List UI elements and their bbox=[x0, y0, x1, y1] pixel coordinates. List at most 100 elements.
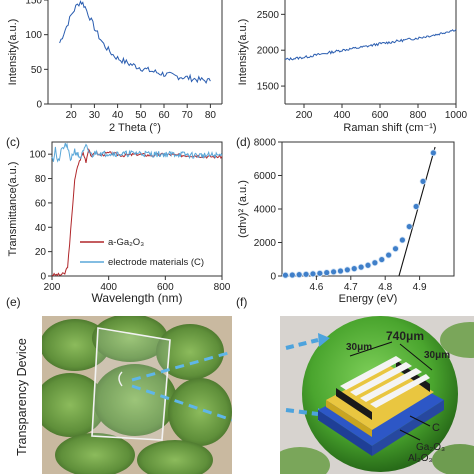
leaf bbox=[93, 364, 177, 436]
tauc-data-point bbox=[330, 268, 338, 276]
pointer-arrowhead-top bbox=[318, 333, 330, 347]
leaf bbox=[42, 319, 110, 371]
panel-f-label: (f) bbox=[236, 295, 247, 309]
tauc-data-point bbox=[364, 261, 372, 269]
legend-label-ga2o3: a-Ga₂O₃ bbox=[108, 237, 144, 248]
tauc-data-point bbox=[357, 263, 365, 271]
electrode-finger bbox=[340, 356, 402, 390]
transparent-device-glass bbox=[91, 327, 171, 441]
panel-c-y-tick-label: 40 bbox=[35, 223, 47, 234]
background-leaf bbox=[440, 322, 474, 358]
panel-d-label: (d) bbox=[236, 135, 251, 149]
panel-a-x-tick-label: 60 bbox=[158, 110, 170, 121]
panel-c-y-tick-label: 0 bbox=[40, 272, 46, 283]
panel-e-photo bbox=[42, 316, 232, 474]
leaf bbox=[42, 373, 106, 437]
panel-c-label: (c) bbox=[6, 135, 20, 149]
panel-b-x-tick-label: 1000 bbox=[445, 110, 468, 121]
tauc-data-point bbox=[419, 177, 427, 185]
dimension-line bbox=[349, 341, 393, 357]
tauc-data-point bbox=[309, 270, 317, 278]
panel-d-y-tick-label: 0 bbox=[270, 272, 276, 283]
layer-label-al2o3: Al₂O₃ bbox=[408, 453, 433, 464]
panel-c-y-tick-label: 20 bbox=[35, 247, 47, 258]
panel-c-frame bbox=[51, 141, 223, 277]
panel-a-x-tick-label: 70 bbox=[182, 110, 194, 121]
carbon-electrode bbox=[336, 388, 372, 420]
panel-a-x-tick-label: 50 bbox=[135, 110, 147, 121]
panel-a-ylabel: Intensity(a.u.) bbox=[7, 19, 19, 86]
panel-a-y-tick-label: 50 bbox=[31, 65, 43, 76]
leaf bbox=[137, 440, 213, 474]
panel-a-y-tick-label: 0 bbox=[36, 100, 42, 111]
transparency-device-label: Transparency Device bbox=[15, 338, 29, 456]
pointer-arrow-bottom bbox=[285, 408, 319, 416]
ga2o3-layer-front bbox=[326, 400, 372, 437]
panel-b-y-tick-label: 1500 bbox=[257, 82, 280, 93]
tauc-data-point bbox=[343, 266, 351, 274]
panel-d-frame bbox=[281, 141, 455, 277]
panel-c-chart: Transmittance(a.u.) Wavelength (nm) 200 4… bbox=[7, 141, 231, 305]
tauc-data-point bbox=[337, 267, 344, 275]
layer-label-c: C bbox=[432, 422, 440, 434]
panel-d-y-tick-label: 4000 bbox=[254, 205, 277, 216]
ga2o3-layer-top bbox=[326, 366, 434, 430]
panel-a-chart: Intensity(a.u.) 2 Theta (°) 20 30 40 50 60 70… bbox=[7, 0, 223, 134]
leaf bbox=[168, 378, 232, 446]
panel-c-x-tick-label: 600 bbox=[157, 282, 174, 293]
panel-c-x-tick-label: 800 bbox=[214, 282, 231, 293]
panel-c-y-tick-label: 60 bbox=[35, 198, 47, 209]
panel-b-xlabel: Raman shift (cm⁻¹) bbox=[343, 122, 436, 134]
tauc-data-point bbox=[295, 271, 303, 279]
panel-c-x-tick-label: 200 bbox=[44, 282, 61, 293]
tauc-data-point bbox=[323, 269, 331, 277]
legend-label-electrode: electrode materials (C) bbox=[108, 257, 204, 268]
panel-d-linear-fit-line bbox=[398, 146, 436, 277]
background-leaf bbox=[432, 444, 474, 474]
tauc-data-point bbox=[398, 236, 406, 244]
panel-a-x-tick-label: 40 bbox=[112, 110, 124, 121]
background-leaf bbox=[280, 447, 330, 474]
panel-d-y-tick-label: 2000 bbox=[254, 238, 277, 249]
panel-a-xlabel: 2 Theta (°) bbox=[109, 122, 161, 134]
dimension-label-740um: 740μm bbox=[386, 329, 424, 343]
panel-a-x-tick-label: 30 bbox=[89, 110, 101, 121]
tauc-data-point bbox=[378, 256, 386, 263]
panel-c-ylabel: Transmittance(a.u.) bbox=[7, 162, 19, 257]
panel-c-x-tick-label: 400 bbox=[100, 282, 117, 293]
panel-b-x-tick-label: 200 bbox=[296, 110, 313, 121]
tauc-data-point bbox=[405, 223, 413, 230]
panel-d-chart: (αhν)² (a.u.) Energy (eV) 4.6 4.7 4.8 4.9 0 2… bbox=[237, 138, 455, 305]
tauc-data-point bbox=[392, 245, 399, 253]
dimension-line bbox=[399, 343, 433, 371]
pointer-arrow-top bbox=[285, 338, 319, 350]
tauc-data-point bbox=[385, 251, 393, 259]
panel-a-y-tick-label: 150 bbox=[25, 0, 42, 7]
leaf bbox=[55, 433, 135, 474]
panel-b-x-tick-label: 800 bbox=[410, 110, 427, 121]
al2o3-substrate-side bbox=[372, 400, 444, 456]
panel-c-xlabel: Wavelength (nm) bbox=[92, 291, 183, 305]
panel-b-ylabel: Intensity(a.u.) bbox=[237, 19, 249, 86]
panel-d-y-tick-label: 6000 bbox=[254, 171, 277, 182]
leaf bbox=[156, 324, 224, 380]
panel-b-chart: Intensity(a.u.) Raman shift (cm⁻¹) 200 40… bbox=[237, 0, 468, 134]
electrode-finger bbox=[370, 374, 430, 408]
leaf bbox=[92, 316, 168, 362]
tauc-data-point bbox=[282, 271, 289, 279]
panel-c-electrode-curve bbox=[51, 142, 223, 163]
pointer-dashed-line-bottom bbox=[131, 384, 232, 422]
al2o3-substrate-front bbox=[318, 410, 372, 456]
panel-a-x-tick-label: 20 bbox=[66, 110, 78, 121]
panel-d-ylabel: (αhν)² (a.u.) bbox=[237, 180, 249, 238]
tauc-data-point bbox=[316, 269, 324, 277]
panel-b-raman-curve bbox=[284, 29, 457, 61]
panel-c-y-tick-label: 100 bbox=[29, 150, 46, 161]
panel-b-y-tick-label: 2000 bbox=[257, 46, 280, 57]
panel-c-y-tick-label: 80 bbox=[35, 174, 47, 185]
tauc-data-point bbox=[429, 149, 437, 157]
panel-d-xlabel: Energy (eV) bbox=[339, 293, 398, 305]
tauc-data-point bbox=[371, 259, 379, 267]
panel-d-x-tick-label: 4.9 bbox=[413, 282, 427, 293]
